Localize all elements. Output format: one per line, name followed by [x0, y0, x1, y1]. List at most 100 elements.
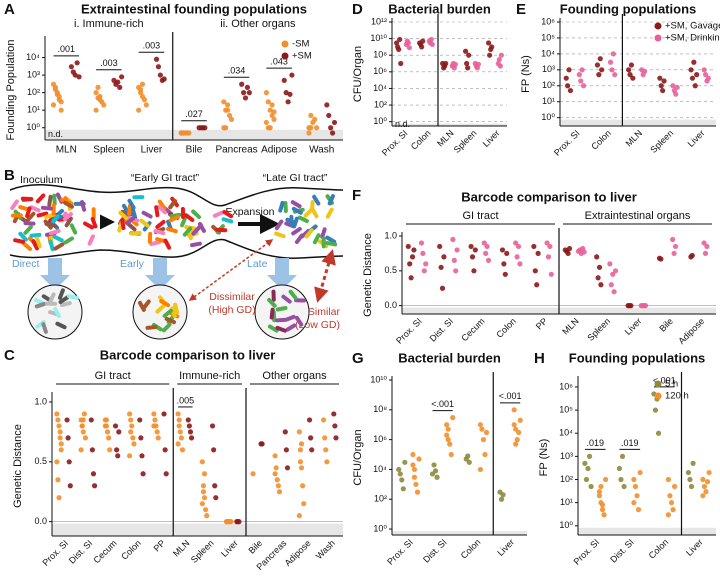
bacterium [29, 205, 41, 213]
bacterium [154, 205, 160, 218]
data-point [496, 56, 502, 63]
data-point [398, 60, 404, 67]
x-tick-label: Adipose [676, 316, 706, 346]
bacterium [55, 321, 67, 330]
data-point [428, 36, 434, 43]
y-tick-label: 10¹⁰ [370, 374, 387, 384]
sig-label: .043 [270, 56, 288, 66]
bacterium [139, 218, 150, 228]
data-point [465, 65, 471, 71]
data-point [297, 447, 304, 453]
x-tick-label: MLN [560, 316, 581, 337]
data-point [175, 411, 181, 417]
data-point [127, 411, 133, 417]
data-point [407, 261, 413, 267]
data-point [485, 257, 492, 263]
data-point [296, 429, 302, 435]
bacterium [48, 239, 55, 252]
bacterium [35, 193, 46, 204]
data-point [583, 476, 590, 483]
data-point [596, 489, 602, 495]
data-point [332, 423, 338, 429]
data-point [582, 460, 588, 466]
data-point [627, 72, 633, 78]
legend-label: +SM, Drinking [665, 33, 720, 44]
data-point [306, 130, 312, 136]
bacterium [10, 199, 19, 210]
data-point [283, 447, 289, 453]
data-point [673, 91, 679, 97]
data-point [411, 474, 418, 480]
data-point [176, 417, 182, 423]
data-point [567, 87, 574, 94]
bacterium [157, 204, 168, 215]
data-point [64, 417, 70, 423]
bacterium [124, 216, 136, 226]
data-point [563, 75, 569, 81]
bacterium [23, 221, 36, 226]
data-point [236, 519, 242, 525]
sig-label: .019 [586, 438, 604, 448]
data-point [178, 435, 184, 441]
data-point [479, 426, 485, 432]
bacterium [63, 200, 74, 209]
y-tick-label: 10⁵ [559, 404, 573, 414]
compare-arrow [314, 249, 336, 303]
bacterium [18, 231, 28, 242]
bacterium [48, 292, 56, 304]
bacterium [191, 225, 201, 236]
bacterium [48, 229, 61, 236]
data-point [54, 459, 60, 465]
x-tick-label: Prox. SI [41, 538, 71, 568]
data-point [483, 429, 490, 436]
bacterium [309, 200, 315, 213]
data-point [199, 459, 205, 465]
x-tick-label: Wash [314, 538, 337, 561]
bacterium [62, 211, 74, 222]
x-tick-label: Colon [459, 537, 483, 561]
x-tick-label: Spleen [585, 316, 612, 343]
data-point [480, 437, 487, 443]
diagram-label: Similar [308, 306, 341, 318]
bacterium [182, 226, 193, 237]
legend-label: 120 h [665, 391, 689, 402]
data-point [82, 435, 89, 441]
data-point [201, 495, 208, 501]
x-tick-label: PP [534, 316, 550, 332]
bacterium [190, 241, 202, 248]
data-point [477, 466, 484, 473]
y-tick-label: 1.0 [384, 230, 397, 240]
data-point [396, 46, 402, 53]
data-point [56, 97, 62, 103]
bacterium [155, 219, 166, 229]
data-point [56, 423, 62, 429]
data-point [74, 60, 80, 66]
panel-label: C [4, 347, 15, 364]
y-tick-label: 1.0 [34, 396, 47, 406]
x-tick-label: Liver [141, 145, 163, 156]
bacterium [36, 211, 49, 218]
bacterium [166, 226, 178, 234]
data-point [405, 40, 411, 46]
data-point [702, 250, 709, 257]
bacterium [325, 241, 338, 247]
data-point [107, 447, 113, 453]
data-point [672, 483, 678, 490]
bacterium [275, 317, 288, 323]
data-point [103, 417, 110, 423]
data-point [421, 268, 427, 274]
data-point [329, 130, 336, 136]
x-tick-label: Spleen [452, 128, 479, 155]
bacterium [120, 218, 126, 231]
floor-band [392, 123, 507, 126]
x-tick-label: Prox. SI [552, 128, 582, 158]
y-tick-label: 10² [560, 474, 573, 484]
bacterium [31, 239, 39, 251]
bacterium [64, 216, 73, 228]
data-point [143, 102, 149, 108]
bacterium [63, 236, 75, 245]
bacterium [163, 238, 172, 250]
data-point [400, 486, 406, 492]
data-point [52, 84, 59, 90]
data-point [297, 459, 304, 465]
